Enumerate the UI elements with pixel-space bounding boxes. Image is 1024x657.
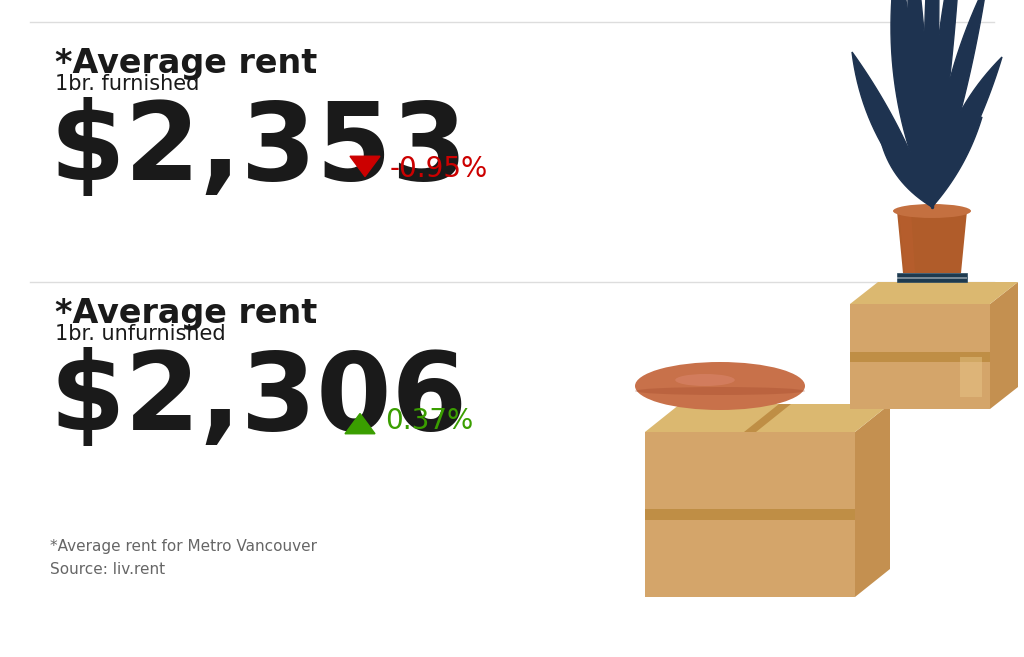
Ellipse shape [893, 204, 971, 218]
Ellipse shape [675, 374, 735, 386]
Polygon shape [931, 0, 962, 207]
Text: Source: liv.rent: Source: liv.rent [50, 562, 165, 577]
Polygon shape [850, 304, 990, 409]
Ellipse shape [635, 387, 805, 395]
Polygon shape [932, 57, 1002, 207]
Text: 0.37%: 0.37% [385, 407, 473, 435]
Bar [961, 357, 982, 397]
Polygon shape [990, 282, 1018, 409]
Polygon shape [744, 404, 791, 432]
Polygon shape [645, 432, 855, 597]
Text: 1br. unfurnished: 1br. unfurnished [55, 324, 225, 344]
Bar [897, 273, 967, 282]
Text: *Average rent: *Average rent [55, 297, 317, 330]
Bar [850, 352, 990, 362]
Text: 1br. furnished: 1br. furnished [55, 74, 200, 94]
Polygon shape [925, 0, 939, 207]
Polygon shape [887, 0, 932, 207]
Polygon shape [852, 52, 932, 207]
Bar [645, 509, 855, 520]
Polygon shape [908, 0, 932, 207]
Text: $2,306: $2,306 [50, 347, 468, 453]
Polygon shape [345, 413, 375, 434]
Text: $2,353: $2,353 [50, 97, 468, 203]
Ellipse shape [635, 362, 805, 410]
Polygon shape [932, 117, 982, 207]
Text: -0.95%: -0.95% [390, 155, 488, 183]
Polygon shape [877, 112, 932, 207]
Polygon shape [350, 156, 380, 177]
Polygon shape [897, 211, 967, 273]
Polygon shape [850, 282, 1018, 304]
Polygon shape [899, 211, 915, 273]
Polygon shape [645, 404, 890, 432]
Polygon shape [932, 0, 987, 207]
Polygon shape [855, 404, 890, 597]
Polygon shape [891, 0, 932, 207]
Bar [897, 277, 967, 279]
Text: *Average rent for Metro Vancouver: *Average rent for Metro Vancouver [50, 539, 317, 554]
Text: *Average rent: *Average rent [55, 47, 317, 80]
